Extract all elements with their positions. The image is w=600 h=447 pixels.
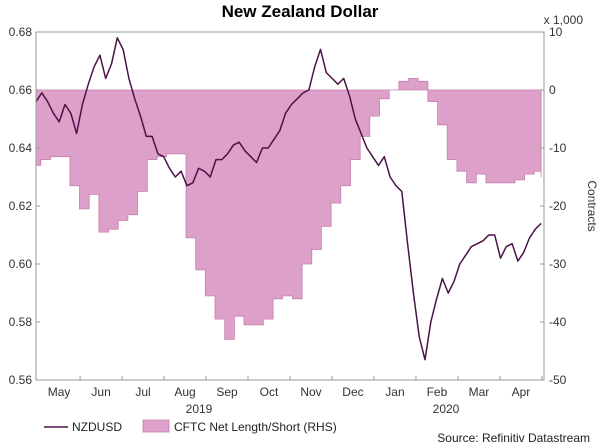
left-tick-label: 0.62	[9, 199, 33, 213]
legend-label-nzdusd: NZDUSD	[72, 420, 122, 434]
right-axis-label: Contracts	[585, 180, 599, 231]
source-note: Source: Refinitiv Datastream	[437, 431, 590, 445]
left-tick-label: 0.58	[9, 315, 33, 329]
right-tick-label: 0	[549, 83, 556, 97]
cftc-area	[35, 78, 542, 340]
x-month-label: Mar	[469, 385, 490, 399]
right-axis-multiplier: x 1,000	[544, 13, 584, 27]
right-tick-label: -10	[549, 141, 567, 155]
right-tick-label: 10	[549, 25, 563, 39]
left-tick-label: 0.64	[9, 141, 33, 155]
legend: NZDUSD CFTC Net Length/Short (RHS)	[44, 419, 337, 434]
right-tick-label: -40	[549, 315, 567, 329]
left-tick-label: 0.56	[9, 373, 33, 387]
x-month-label: Feb	[427, 385, 448, 399]
left-tick-label: 0.66	[9, 83, 33, 97]
legend-area-swatch	[142, 419, 170, 433]
x-month-label: Aug	[174, 385, 195, 399]
legend-label-cftc: CFTC Net Length/Short (RHS)	[174, 420, 337, 434]
right-tick-label: -20	[549, 199, 567, 213]
chart-title: New Zealand Dollar	[222, 2, 379, 21]
right-axis: 10 0 -10 -20 -30 -40 -50	[540, 25, 567, 387]
x-month-label: May	[48, 385, 71, 399]
x-month-label: Sep	[216, 385, 238, 399]
x-month-label: Apr	[512, 385, 531, 399]
cftc-area-series	[35, 78, 542, 340]
left-tick-label: 0.60	[9, 257, 33, 271]
x-month-label: Jun	[91, 385, 110, 399]
x-month-label: Jul	[135, 385, 150, 399]
x-month-label: Oct	[260, 385, 279, 399]
x-year-label-2020: 2020	[433, 402, 460, 416]
right-tick-label: -30	[549, 257, 567, 271]
left-tick-label: 0.68	[9, 25, 33, 39]
nzdusd-line	[35, 37, 542, 361]
x-axis: May Jun Jul Aug Sep Oct Nov Dec Jan Feb Mar Apr	[48, 376, 543, 399]
x-month-label: Jan	[385, 385, 404, 399]
left-axis: 0.68 0.66 0.64 0.62 0.60 0.58 0.56	[9, 25, 40, 387]
x-month-label: Dec	[342, 385, 363, 399]
x-month-label: Nov	[300, 385, 321, 399]
right-tick-label: -50	[549, 373, 567, 387]
nzdusd-line-series	[35, 37, 542, 361]
x-year-label-2019: 2019	[186, 402, 213, 416]
